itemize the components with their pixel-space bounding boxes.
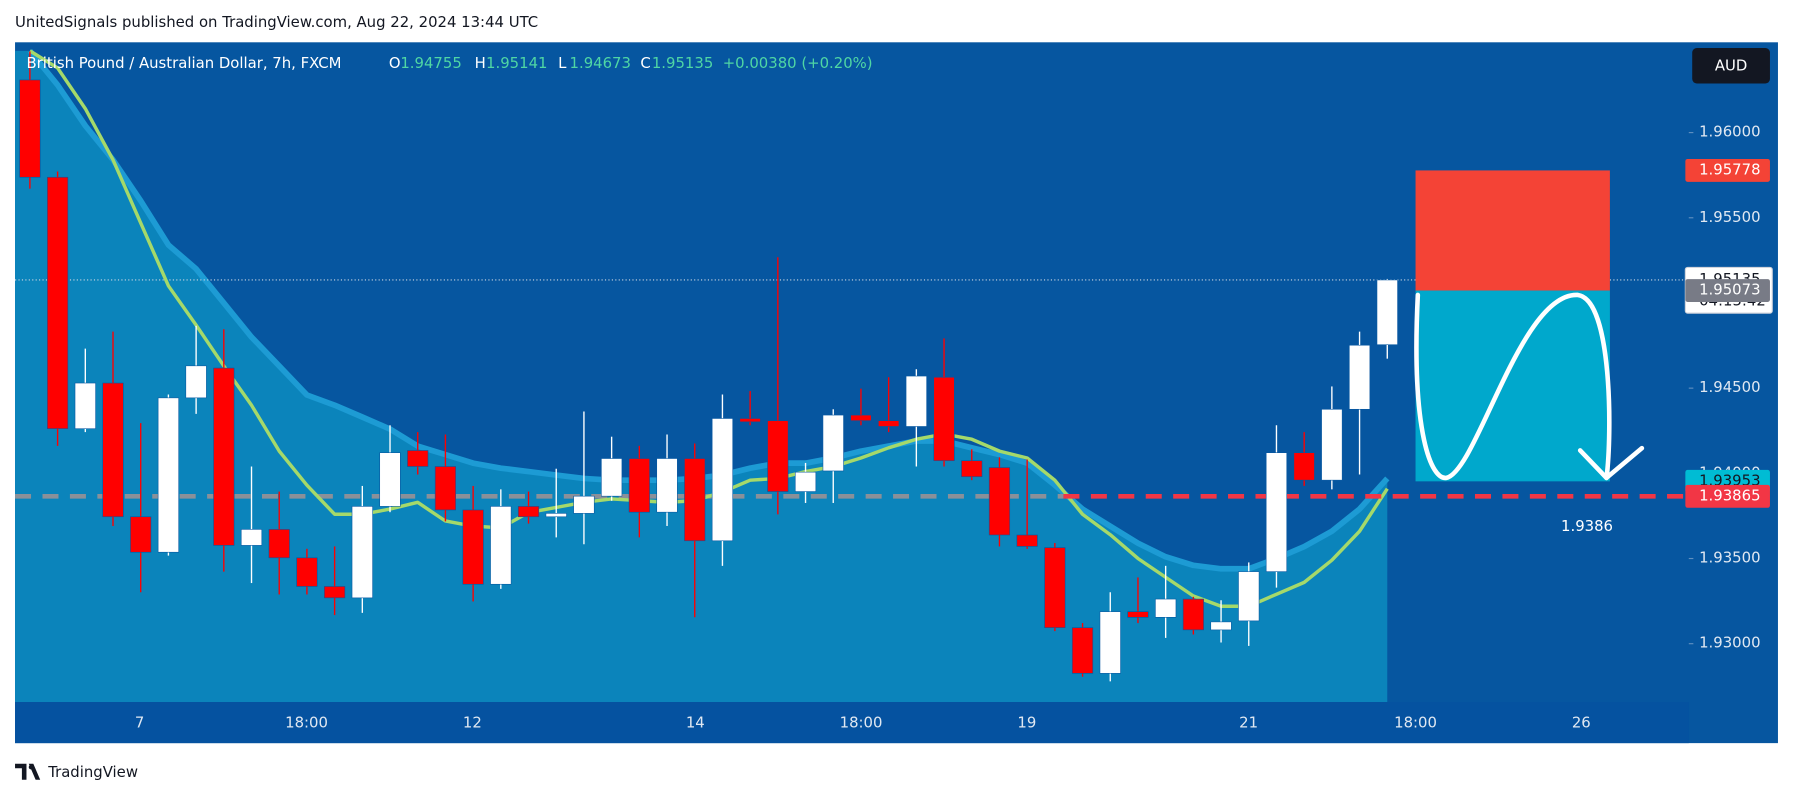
candle-body [822, 414, 844, 472]
candle-body [407, 450, 429, 467]
candle-body [988, 467, 1011, 536]
x-tick-label: 18:00 [285, 714, 328, 732]
candle-body [268, 529, 290, 559]
candle-body [1321, 408, 1343, 481]
candle-body [961, 460, 983, 478]
candle-body [130, 516, 152, 553]
ohlc-value: 1.95135 [652, 54, 713, 72]
candle-body [933, 376, 955, 462]
target-zone [1415, 290, 1610, 482]
candle-body [213, 367, 235, 546]
candle-body [102, 382, 124, 518]
candle-body [656, 458, 678, 513]
symbol-legend: British Pound / Australian Dollar, 7h, F… [26, 54, 341, 72]
candle-body [1155, 598, 1177, 618]
stop-zone [1415, 170, 1610, 291]
candle-body [351, 506, 373, 599]
candle-body [1348, 344, 1371, 410]
candle-body [1293, 452, 1315, 481]
candle-body [185, 365, 207, 399]
candle-body [324, 586, 346, 599]
candle-body [19, 79, 41, 178]
forecast-arrow [1577, 445, 1645, 481]
ohlc-key: O [389, 54, 401, 72]
candle-body [1376, 279, 1398, 345]
candle-body [517, 506, 540, 518]
x-tick-label: 14 [686, 714, 705, 732]
logo-icon [15, 763, 41, 780]
x-tick-label: 7 [135, 714, 144, 732]
candle-body [628, 458, 650, 513]
level-box [1685, 484, 1770, 508]
candle-body [462, 509, 484, 585]
candle-body [1182, 598, 1204, 631]
candle-body [1071, 627, 1094, 674]
candle-body [878, 420, 900, 427]
y-tick-label: 1.94500 [1699, 378, 1760, 396]
footer-brand: TradingView [47, 763, 138, 781]
candle-body [905, 375, 927, 427]
logo-dot [28, 764, 34, 770]
main-layer: 1.93861.930001.935001.940001.945001.9550… [19, 49, 1773, 732]
candle-body [573, 495, 595, 514]
x-tick-label: 26 [1572, 714, 1591, 732]
candle-body [1099, 611, 1121, 674]
publish-header: UnitedSignals published on TradingView.c… [15, 13, 538, 31]
candle-body [74, 382, 96, 429]
x-tick-label: 21 [1239, 714, 1258, 732]
candle-body [1127, 611, 1149, 618]
candle-body [711, 418, 734, 542]
candle-body [601, 458, 623, 497]
indicator-line [29, 49, 1389, 608]
candle-body [157, 397, 179, 553]
ohlc-key: L [558, 54, 567, 72]
ohlc-value: 1.94755 [400, 54, 461, 72]
currency-button[interactable] [1692, 48, 1770, 84]
ohlc-key: H [475, 54, 486, 72]
y-tick-label: 1.95500 [1699, 208, 1760, 226]
candle-body [794, 471, 817, 492]
y-tick-label: 1.93000 [1699, 634, 1760, 652]
y-tick-label: 1.96000 [1699, 123, 1760, 141]
take-profit-label: 1.93953 [1699, 471, 1760, 489]
candle-body [47, 176, 69, 429]
currency-label: AUD [1715, 56, 1747, 74]
level-label: 1.93865 [1699, 486, 1760, 504]
candle-body [490, 506, 512, 585]
indicator-line [27, 49, 1390, 572]
ohlc-key: C [640, 54, 650, 72]
forecast-curve [1414, 292, 1612, 481]
stop-loss-box [1685, 158, 1770, 182]
entry-label: 1.95073 [1699, 281, 1760, 299]
candle-body [767, 420, 789, 492]
x-tick-label: 12 [463, 714, 482, 732]
change-legend: +0.00380 (+0.20%) [723, 54, 873, 72]
candle-body [240, 529, 263, 546]
ohlc-value: 1.95141 [486, 54, 547, 72]
candle-body [434, 466, 456, 511]
candle-body [1044, 547, 1066, 628]
candle-body [1210, 621, 1232, 631]
level-annotation: 1.9386 [1561, 517, 1613, 535]
x-tick-label: 18:00 [840, 714, 883, 732]
candle-body [739, 418, 761, 423]
entry-box [1685, 279, 1770, 302]
candle-body [379, 452, 401, 507]
candle-body [296, 557, 318, 587]
candle-body [1265, 452, 1288, 572]
x-tick-label: 18:00 [1394, 714, 1437, 732]
candle-body [1016, 534, 1038, 547]
tradingview-logo [15, 763, 41, 780]
candle-body [684, 458, 706, 542]
time-axis [15, 701, 1689, 744]
candle-body [1238, 571, 1260, 622]
y-tick-label: 1.93500 [1699, 549, 1760, 567]
candle-body [545, 513, 567, 518]
ohlc-value: 1.94673 [570, 54, 631, 72]
stop-loss-label: 1.95778 [1699, 160, 1760, 178]
x-tick-label: 19 [1017, 714, 1036, 732]
candle-body [850, 414, 872, 421]
